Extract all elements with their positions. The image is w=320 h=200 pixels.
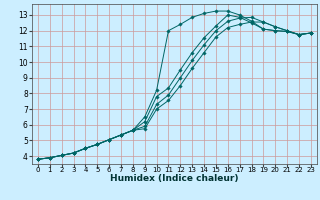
X-axis label: Humidex (Indice chaleur): Humidex (Indice chaleur) [110,174,239,183]
